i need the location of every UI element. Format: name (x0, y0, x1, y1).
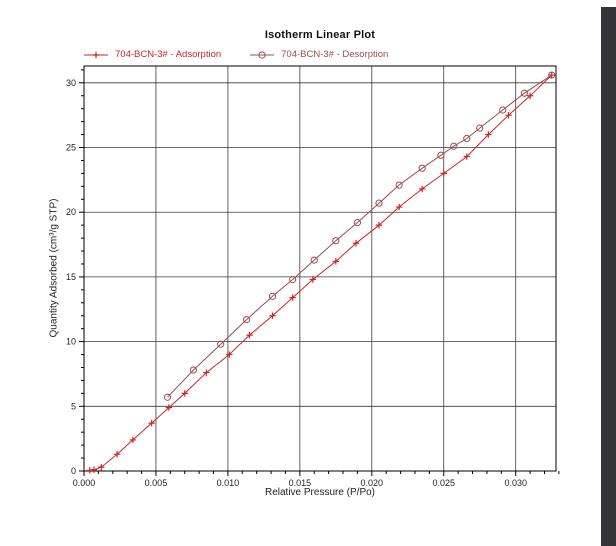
svg-text:5: 5 (71, 401, 76, 411)
plot-border (83, 65, 557, 472)
svg-text:0.015: 0.015 (289, 478, 312, 488)
gridlines (84, 66, 556, 471)
y-axis-ticks: 0 5 10 15 20 25 30 (66, 69, 84, 476)
svg-text:30: 30 (66, 78, 76, 88)
legend-item-desorption: 704-BCN-3# - Desorption (249, 49, 388, 60)
svg-text:25: 25 (66, 143, 76, 153)
svg-text:0: 0 (71, 466, 76, 476)
x-axis-ticks: 0.000 0.005 0.010 0.015 0.020 0.025 0.030 (73, 471, 560, 488)
legend-item-adsorption: 704-BCN-3# - Adsorption (83, 49, 221, 60)
window-edge (601, 7, 616, 546)
svg-text:0.020: 0.020 (361, 478, 384, 488)
svg-text:0.000: 0.000 (73, 478, 96, 488)
y-axis-label: Quantity Adsorbed (cm³/g STP) (48, 198, 60, 338)
svg-text:0.030: 0.030 (504, 478, 527, 488)
svg-text:0.010: 0.010 (217, 478, 240, 488)
legend-label-desorption: 704-BCN-3# - Desorption (281, 49, 389, 60)
chart-title: Isotherm Linear Plot (264, 29, 376, 41)
svg-text:15: 15 (66, 272, 76, 282)
legend: 704-BCN-3# - Adsorption 704-BCN-3# - Des… (83, 49, 388, 60)
svg-text:0.005: 0.005 (145, 478, 168, 488)
svg-text:20: 20 (66, 207, 76, 217)
adsorption-marker-icon (84, 51, 108, 58)
x-axis-label: Relative Pressure (P/Po) (264, 487, 376, 498)
legend-label-adsorption: 704-BCN-3# - Adsorption (115, 49, 222, 60)
series-adsorption (86, 71, 555, 474)
svg-text:0.025: 0.025 (432, 478, 455, 488)
svg-text:10: 10 (66, 337, 76, 347)
series-desorption (163, 71, 556, 401)
desorption-marker-icon (250, 50, 275, 59)
